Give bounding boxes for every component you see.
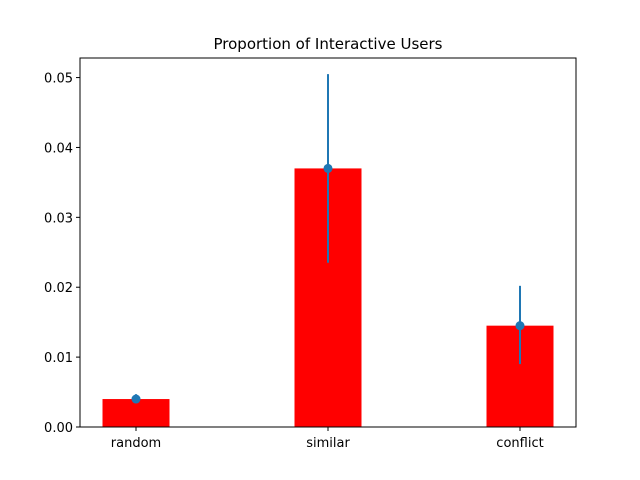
- y-tick-label-1: 0.01: [44, 351, 73, 366]
- y-tick-label-2: 0.02: [44, 281, 73, 296]
- chart-title: Proportion of Interactive Users: [214, 35, 443, 53]
- bar-random: [102, 399, 170, 427]
- x-tick-label-random: random: [111, 436, 161, 451]
- x-axis: random similar conflict: [111, 427, 544, 451]
- error-bars-layer: [131, 74, 525, 404]
- mean-point-conflict: [515, 321, 525, 331]
- y-tick-label-0: 0.00: [44, 421, 73, 436]
- y-tick-label-3: 0.03: [44, 211, 73, 226]
- y-tick-label-4: 0.04: [44, 141, 73, 156]
- x-tick-label-similar: similar: [306, 436, 350, 451]
- mean-point-random: [131, 394, 141, 404]
- y-tick-label-5: 0.05: [44, 72, 73, 87]
- y-axis: 0.00 0.01 0.02 0.03 0.04 0.05: [44, 72, 80, 436]
- x-tick-label-conflict: conflict: [496, 436, 543, 451]
- mean-point-similar: [323, 163, 333, 173]
